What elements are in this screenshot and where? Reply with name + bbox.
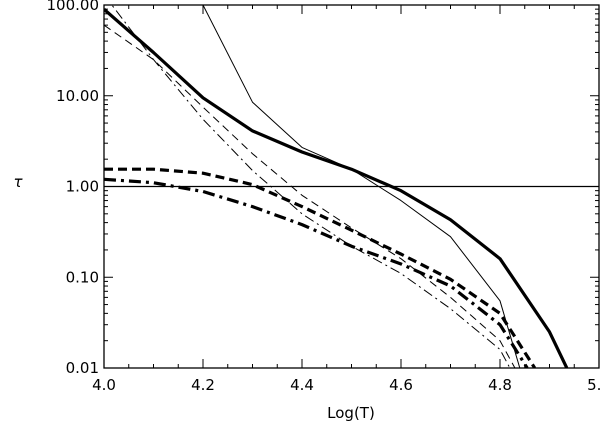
x-tick-label: 4.2 bbox=[191, 376, 215, 394]
x-tick-label: 4.6 bbox=[389, 376, 413, 394]
y-tick-label: 10.00 bbox=[56, 87, 99, 105]
series-line-thin-solid bbox=[202, 5, 521, 368]
series-line-thick-dashdot bbox=[104, 177, 529, 368]
y-tick-label: 1.00 bbox=[66, 178, 99, 196]
x-axis-label: Log(T) bbox=[327, 404, 375, 422]
series-line-thin-dashed bbox=[104, 24, 516, 368]
y-tick-label: 0.01 bbox=[66, 359, 99, 377]
series-line-thick-solid bbox=[104, 7, 569, 368]
series-line-thick-dashed bbox=[104, 167, 537, 368]
x-tick-label: 4.0 bbox=[92, 376, 116, 394]
x-tick-label: 4.4 bbox=[290, 376, 314, 394]
y-axis-label: τ bbox=[13, 173, 23, 191]
x-tick-label: 5.0 bbox=[587, 376, 600, 394]
y-tick-label: 100.00 bbox=[47, 0, 100, 14]
x-tick-label: 4.8 bbox=[488, 376, 512, 394]
ticks-layer: 4.0 4.2 4.4 4.6 4.8 5.0 0.01 0.10 1.00 10.00 100.0… bbox=[47, 0, 600, 394]
series-layer bbox=[104, 5, 569, 368]
y-tick-label: 0.10 bbox=[66, 268, 99, 286]
series-line-thin-dashdot bbox=[111, 5, 511, 368]
